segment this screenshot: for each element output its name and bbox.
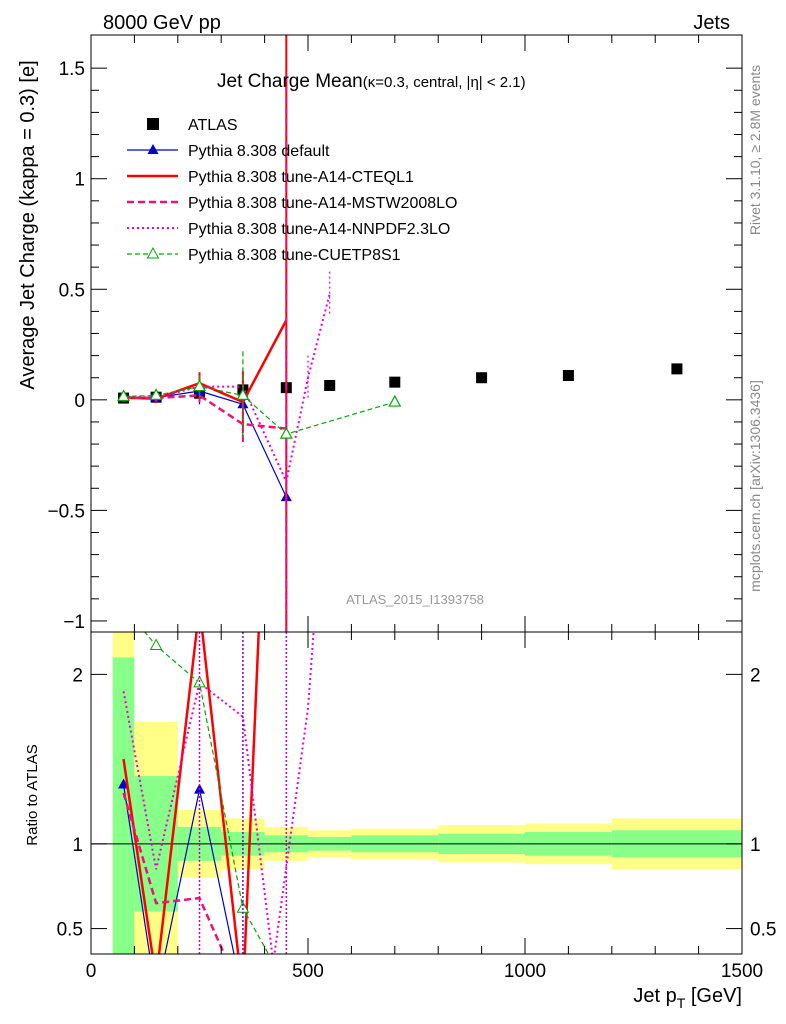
main-y-tick-label: 0.5 — [59, 280, 85, 301]
main-y-tick-label: −0.5 — [47, 501, 85, 522]
series-pythia-8-308-tune-a14-nnpdf2-3lo — [122, 271, 331, 615]
data-point-atlas — [671, 363, 683, 375]
header-left: 8000 GeV pp — [103, 12, 221, 34]
rivet-version-label: Rivet 3.1.10, ≥ 2.8M events — [747, 65, 763, 235]
legend-marker-pythia-8-308-tune-cuetp8s1 — [146, 246, 160, 259]
ratio-y-axis-label: Ratio to ATLAS — [24, 744, 41, 845]
data-point-pythia-8-308-tune-cuetp8s1 — [117, 389, 131, 402]
ratio-y-tick-label: 1 — [72, 835, 83, 856]
legend-entry-atlas: ATLAS — [147, 117, 238, 134]
data-point-atlas — [476, 372, 488, 384]
ratio-frame — [90, 631, 743, 955]
data-point-pythia-8-308-tune-cuetp8s1 — [279, 426, 293, 439]
stat-error-band — [112, 657, 135, 954]
legend-label-pythia-8-308-tune-a14-mstw2008lo: Pythia 8.308 tune-A14-MSTW2008LO — [188, 195, 457, 212]
legend-label-atlas: ATLAS — [188, 117, 238, 134]
ratio-panel: 0.5 0.5 1 1 2 2 0 500 1000 1500 — [57, 631, 776, 982]
ratio-y-tick-label: 0.5 — [57, 920, 83, 941]
main-y-tick-label: 1 — [74, 170, 85, 191]
ratio-y-tick-label-right: 1 — [750, 835, 761, 856]
main-panel: −1 −0.5 0 0.5 1 1.5 — [47, 34, 743, 633]
ratio-y-tick-label-right: 0.5 — [750, 920, 776, 941]
x-tick-label: 1000 — [504, 961, 546, 982]
mcplots-label: mcplots.cern.ch [arXiv:1306.3436] — [747, 380, 763, 592]
legend-entry-pythia-8-308-tune-a14-cteql1: Pythia 8.308 tune-A14-CTEQL1 — [127, 169, 414, 186]
legend-marker-pythia-8-308-default — [147, 144, 159, 154]
legend-entry-pythia-8-308-default: Pythia 8.308 default — [127, 143, 330, 160]
main-series-layer — [117, 35, 683, 632]
series-line-pythia-8-308-tune-cuetp8s1 — [123, 385, 395, 435]
legend-entry-pythia-8-308-tune-a14-mstw2008lo: Pythia 8.308 tune-A14-MSTW2008LO — [127, 195, 457, 212]
ratio-line-pythia-8-308-tune-a14-cteql1 — [122, 632, 260, 954]
series-line-pythia-8-308-default — [123, 390, 287, 498]
legend-label-pythia-8-308-default: Pythia 8.308 default — [188, 143, 330, 160]
data-point-atlas — [324, 379, 336, 391]
x-axis-label: Jet pT [GeV] — [633, 985, 742, 1011]
header-right: Jets — [693, 12, 730, 34]
main-y-axis-label: Average Jet Charge (kappa = 0.3) [e] — [17, 60, 39, 389]
series-pythia-8-308-tune-cuetp8s1 — [117, 351, 402, 440]
legend-label-pythia-8-308-tune-cuetp8s1: Pythia 8.308 tune-CUETP8S1 — [188, 247, 401, 264]
series-line-pythia-8-308-tune-a14-nnpdf2-3lo — [123, 293, 331, 485]
legend: ATLAS Pythia 8.308 default Pythia 8.308 tu… — [127, 117, 457, 264]
legend-label-pythia-8-308-tune-a14-cteql1: Pythia 8.308 tune-A14-CTEQL1 — [188, 169, 414, 186]
legend-entry-pythia-8-308-tune-a14-nnpdf2-3lo: Pythia 8.308 tune-A14-NNPDF2.3LO — [127, 221, 450, 238]
data-point-pythia-8-308-tune-cuetp8s1 — [192, 379, 207, 392]
ratio-line-pythia-8-308-tune-a14-nnpdf2-3lo — [122, 632, 315, 954]
data-point-pythia-8-308-tune-cuetp8s1 — [149, 388, 163, 401]
data-point-atlas — [562, 370, 574, 382]
x-tick-label: 1500 — [721, 961, 763, 982]
data-point-pythia-8-308-tune-cuetp8s1 — [236, 388, 250, 401]
chart-title: Jet Charge Mean(κ=0.3, central, |η| < 2.… — [217, 71, 526, 92]
ratio-error-bands — [91, 632, 742, 954]
x-tick-label: 500 — [292, 961, 324, 982]
legend-marker-atlas — [147, 118, 159, 130]
ratio-line-pythia-8-308-default — [122, 784, 235, 954]
main-axes: −1 −0.5 0 0.5 1 1.5 — [47, 35, 743, 633]
x-tick-label: 0 — [86, 961, 97, 982]
legend-label-pythia-8-308-tune-a14-nnpdf2-3lo: Pythia 8.308 tune-A14-NNPDF2.3LO — [188, 221, 450, 238]
ratio-point-pythia-8-308-tune-cuetp8s1 — [149, 638, 163, 651]
ratio-y-tick-label-right: 2 — [750, 665, 761, 686]
main-y-tick-label: 1.5 — [59, 59, 85, 80]
main-y-tick-label: −1 — [63, 612, 85, 633]
data-point-atlas — [389, 376, 401, 388]
main-y-tick-label: 0 — [74, 391, 85, 412]
ratio-y-tick-label: 2 — [72, 665, 83, 686]
ratio-axes: 0.5 0.5 1 1 2 2 0 500 1000 1500 — [57, 632, 776, 982]
legend-entry-pythia-8-308-tune-cuetp8s1: Pythia 8.308 tune-CUETP8S1 — [127, 246, 401, 264]
analysis-label: ATLAS_2015_I1393758 — [346, 592, 484, 607]
series-pythia-8-308-default — [118, 77, 292, 632]
data-point-pythia-8-308-tune-cuetp8s1 — [388, 394, 402, 407]
